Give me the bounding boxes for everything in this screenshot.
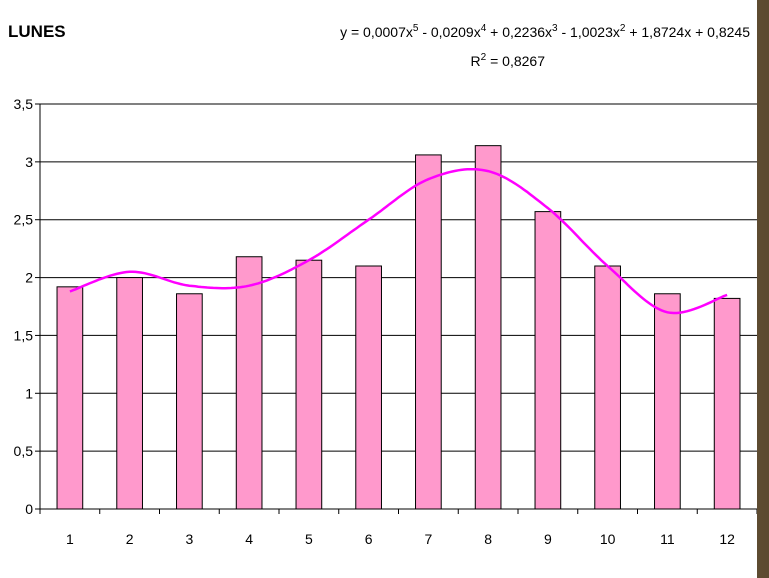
- y-tick-label: 2,5: [14, 212, 34, 228]
- x-tick-label: 10: [600, 531, 616, 547]
- y-tick-label: 3,5: [14, 96, 34, 112]
- bar: [56, 286, 84, 510]
- y-tick-label: 0,5: [14, 443, 34, 459]
- x-tick-label: 1: [66, 531, 74, 547]
- bar: [415, 154, 442, 510]
- trendline-r-squared: R2 = 0,8267: [471, 52, 546, 69]
- x-tick-label: 2: [126, 531, 134, 547]
- bar: [713, 297, 741, 510]
- x-tick-label: 7: [424, 531, 432, 547]
- bar: [534, 211, 562, 510]
- bar: [474, 145, 502, 510]
- y-tick-label: 0: [25, 501, 33, 517]
- y-tick-label: 1: [25, 385, 33, 401]
- x-tick-label: 8: [484, 531, 492, 547]
- bar: [116, 277, 143, 510]
- bar: [295, 259, 323, 510]
- bar: [176, 293, 203, 510]
- bar: [594, 265, 621, 510]
- x-tick-label: 6: [365, 531, 373, 547]
- trendline: [69, 167, 728, 315]
- y-tick-label: 3: [25, 154, 33, 170]
- x-tick-label: 3: [185, 531, 193, 547]
- x-tick-label: 12: [719, 531, 735, 547]
- y-tick-label: 2: [25, 270, 33, 286]
- bar: [654, 293, 681, 510]
- x-tick-label: 4: [245, 531, 253, 547]
- chart-title: LUNES: [8, 22, 66, 41]
- x-tick-label: 9: [544, 531, 552, 547]
- bar: [355, 265, 382, 510]
- y-tick-label: 1,5: [14, 327, 34, 343]
- bar: [235, 256, 263, 510]
- x-tick-label: 11: [660, 531, 675, 547]
- x-tick-label: 5: [305, 531, 313, 547]
- trendline-equation: y = 0,0007x5 - 0,0209x4 + 0,2236x3 - 1,0…: [340, 23, 750, 40]
